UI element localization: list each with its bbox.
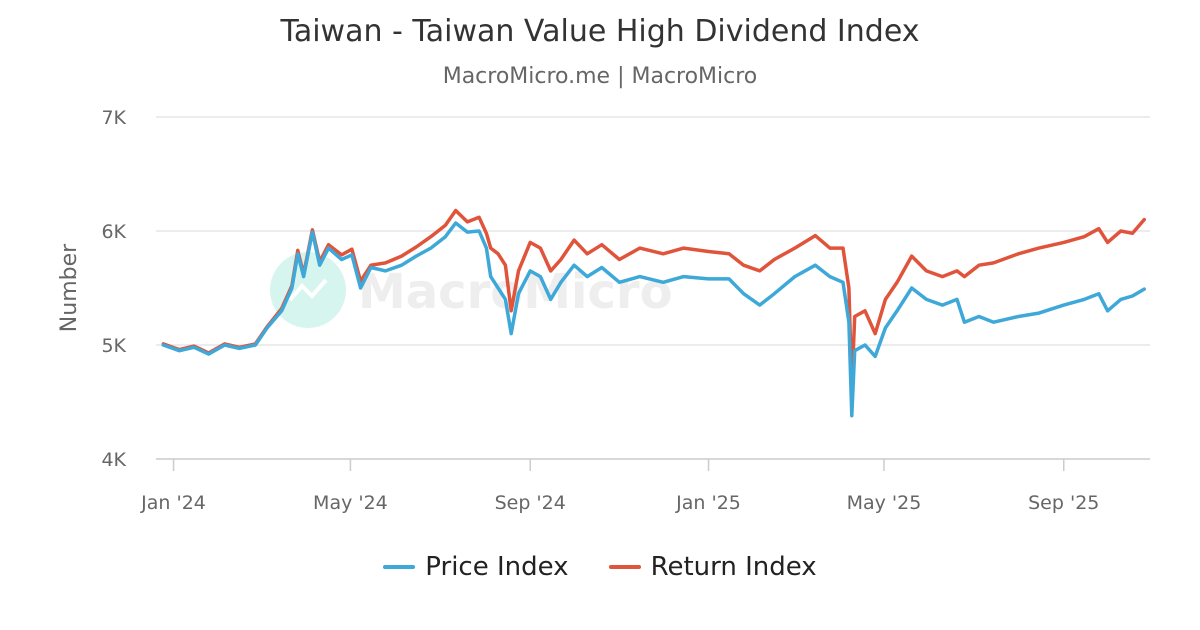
legend: Price Index Return Index	[0, 552, 1200, 582]
x-tick-label: Sep '25	[1028, 492, 1099, 514]
x-tick-label: May '24	[313, 492, 388, 514]
legend-label-price: Price Index	[425, 552, 569, 582]
x-tick-label: Sep '24	[495, 492, 566, 514]
x-tick-label: Jan '24	[140, 492, 206, 514]
y-tick-label: 4K	[101, 449, 126, 471]
y-axis-label: Number	[57, 243, 82, 332]
y-tick-label: 7K	[101, 107, 126, 129]
legend-item-return[interactable]: Return Index	[608, 552, 817, 582]
watermark-logo-stroke	[288, 278, 328, 302]
axes: 4K 5K 6K 7K Jan '24 May '24 Sep '24 Jan '25 May …	[101, 107, 1099, 514]
watermark: MacroMicro	[270, 252, 673, 328]
legend-swatch-return	[608, 565, 641, 569]
x-tick-label: Jan '25	[675, 492, 741, 514]
series-lines	[161, 208, 1146, 418]
chart-title: Taiwan - Taiwan Value High Dividend Inde…	[280, 14, 920, 49]
series-line-price-index[interactable]	[161, 221, 1146, 418]
legend-label-return: Return Index	[650, 552, 817, 582]
y-tick-label: 6K	[101, 221, 126, 243]
y-tick-label: 5K	[101, 335, 126, 357]
legend-swatch-price	[383, 565, 416, 569]
grid	[156, 116, 1150, 460]
chart-subtitle: MacroMicro.me | MacroMicro	[442, 64, 758, 89]
x-tick-label: May '25	[847, 492, 922, 514]
legend-item-price[interactable]: Price Index	[383, 552, 569, 582]
